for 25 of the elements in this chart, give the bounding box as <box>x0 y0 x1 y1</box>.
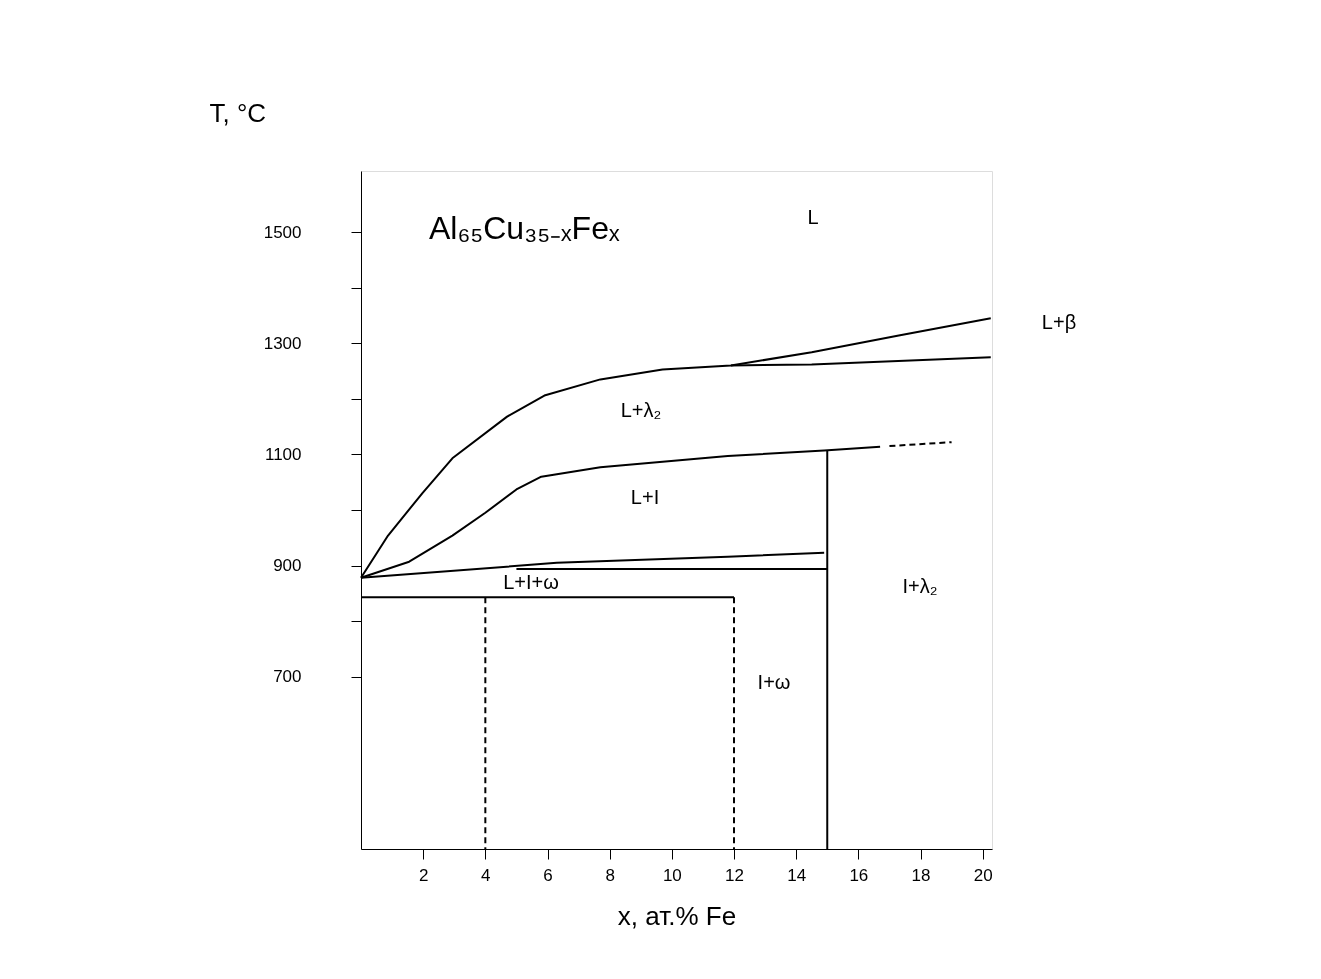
x-tick-label: 6 <box>543 865 553 885</box>
annotation: L+λ₂ <box>620 399 662 421</box>
y-tick-label: 700 <box>273 667 302 687</box>
y-tick-label: 1500 <box>263 222 302 242</box>
x-tick-label: 18 <box>911 865 931 885</box>
x-tick-label: 12 <box>725 865 744 885</box>
y-tick-label: 900 <box>273 556 302 576</box>
x-tick-label: 20 <box>973 865 993 885</box>
x-tick-label: 10 <box>662 865 682 885</box>
text: L+β <box>1041 311 1077 333</box>
x-tick-label: 8 <box>605 865 615 885</box>
annotation: L+I <box>630 486 660 508</box>
x-tick-label: 14 <box>787 865 807 885</box>
y-tick-label: 1300 <box>263 333 302 353</box>
annotation: I+ω <box>757 671 791 693</box>
text: Al₆₅Cu₃₅₋ₓFeₓ <box>429 210 620 246</box>
y-tick-label: 1100 <box>264 444 302 464</box>
annotation: I+λ₂ <box>902 575 938 597</box>
y-axis-title: T, °C <box>209 97 267 128</box>
annotation: L <box>807 206 819 228</box>
x-tick-label: 4 <box>481 865 491 885</box>
annotation: L+I+ω <box>503 571 559 593</box>
x-tick-label: 16 <box>849 865 869 885</box>
x-tick-label: 2 <box>418 865 429 885</box>
x-axis-title: x, ат.% Fe <box>617 900 737 931</box>
